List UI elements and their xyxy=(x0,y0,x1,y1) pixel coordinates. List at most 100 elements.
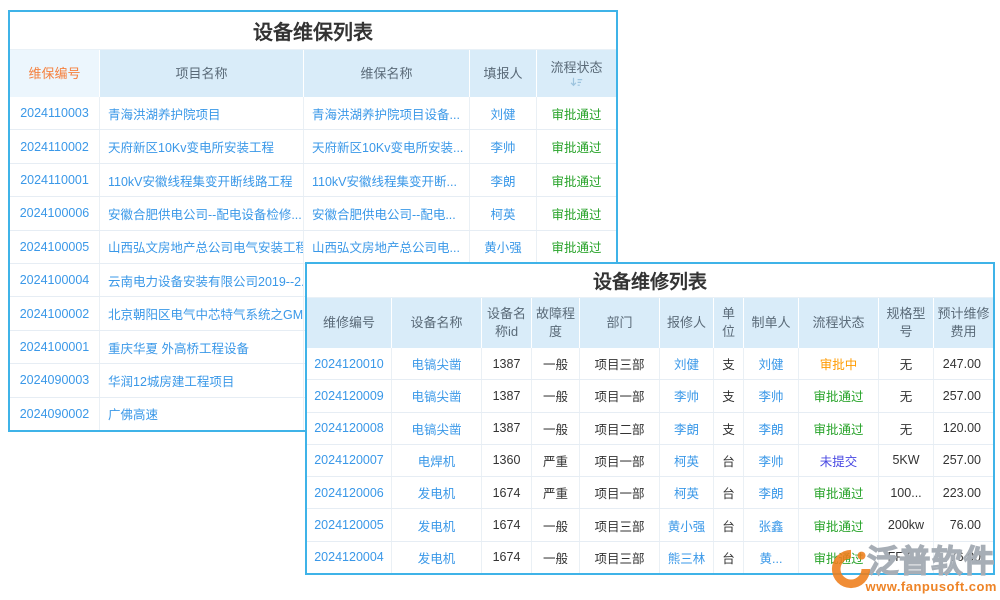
link-cell[interactable]: 发电机 xyxy=(392,509,482,541)
column-header-label: 部门 xyxy=(606,315,633,331)
link-cell[interactable]: 电镐尖凿 xyxy=(392,380,482,412)
link-cell[interactable]: 2024090002 xyxy=(10,397,100,431)
link-cell[interactable]: 电焊机 xyxy=(392,444,482,477)
cell: 一般 xyxy=(532,412,580,444)
table-row: 2024110002 天府新区10Kv变电所安装工程 天府新区10Kv变电所安装..… xyxy=(10,130,616,164)
status-cell: 审批通过 xyxy=(551,107,602,122)
link-cell[interactable]: 2024120004 xyxy=(307,541,392,573)
link-cell[interactable]: 李朗 xyxy=(744,477,799,509)
link-cell[interactable]: 2024110001 xyxy=(10,163,100,197)
cell: 1387 xyxy=(482,412,532,444)
column-header[interactable]: 流程状态 xyxy=(537,50,616,97)
link-cell[interactable]: 李朗 xyxy=(744,412,799,444)
link-cell[interactable]: 2024120005 xyxy=(307,509,392,541)
status-cell: 未提交 xyxy=(799,444,879,477)
link-cell[interactable]: 2024100005 xyxy=(10,230,100,264)
link-cell[interactable]: 2024100004 xyxy=(10,264,100,297)
cell: FF-2... xyxy=(879,541,934,573)
link-cell[interactable]: 2024120007 xyxy=(307,444,392,477)
link-cell[interactable]: 2024120006 xyxy=(307,477,392,509)
column-header-label: 维保编号 xyxy=(28,65,81,81)
cell: 台 xyxy=(714,541,744,573)
link-cell[interactable]: 青海洪湖养护院项目设备... xyxy=(304,97,470,130)
link-cell[interactable]: 重庆华夏 外高桥工程设备 xyxy=(100,330,304,364)
link-cell[interactable]: 天府新区10Kv变电所安装... xyxy=(304,130,470,163)
cell: 严重 xyxy=(532,477,580,509)
link-cell[interactable]: 山西弘文房地产总公司电... xyxy=(304,230,470,264)
cell: 一般 xyxy=(532,509,580,541)
link-cell[interactable]: 刘健 xyxy=(660,348,714,380)
link-cell[interactable]: 黄小强 xyxy=(470,230,537,264)
cell: 76.00 xyxy=(949,518,981,533)
link-cell[interactable]: 黄小强 xyxy=(660,509,714,541)
cell: 1360 xyxy=(482,444,532,477)
link-cell[interactable]: 2024120010 xyxy=(307,348,392,380)
link-cell[interactable]: 李朗 xyxy=(660,412,714,444)
link-cell[interactable]: 云南电力设备安装有限公司2019--2... xyxy=(100,264,304,297)
column-header-label: 设备名称id xyxy=(486,306,526,339)
link-cell[interactable]: 李朗 xyxy=(470,163,537,197)
column-header-label: 填报人 xyxy=(483,65,523,81)
status-cell: 审批中 xyxy=(799,348,879,380)
column-header: 报修人 xyxy=(660,298,714,348)
link-cell[interactable]: 110kV安徽线程集变开断... xyxy=(304,163,470,197)
link-cell[interactable]: 柯英 xyxy=(470,197,537,230)
cell: 台 xyxy=(714,477,744,509)
link-cell[interactable]: 李帅 xyxy=(470,130,537,163)
status-cell: 审批通过 xyxy=(799,412,879,444)
cell: 223.00 xyxy=(942,485,981,500)
watermark-brand: 泛普软件 xyxy=(867,544,996,580)
watermark: 泛普软件 www.fanpusoft.com xyxy=(830,544,997,594)
link-cell[interactable]: 华润12城房建工程项目 xyxy=(100,364,304,397)
column-header: 设备名称 xyxy=(392,298,482,348)
link-cell[interactable]: 发电机 xyxy=(392,541,482,573)
link-cell[interactable]: 2024100001 xyxy=(10,330,100,364)
status-cell: 审批通过 xyxy=(551,141,602,156)
cell: 120.00 xyxy=(942,421,981,436)
link-cell[interactable]: 李帅 xyxy=(744,380,799,412)
link-cell[interactable]: 发电机 xyxy=(392,477,482,509)
link-cell[interactable]: 电镐尖凿 xyxy=(392,348,482,380)
column-header-label: 流程状态 xyxy=(812,315,865,331)
status-cell: 审批通过 xyxy=(799,380,879,412)
cell: 支 xyxy=(714,348,744,380)
link-cell[interactable]: 2024120008 xyxy=(307,412,392,444)
link-cell[interactable]: 2024100006 xyxy=(10,197,100,230)
link-cell[interactable]: 天府新区10Kv变电所安装工程 xyxy=(100,130,304,163)
sort-icon[interactable] xyxy=(570,77,584,88)
table-row: 2024120004发电机1674一般项目三部熊三林台黄...审批通过FF-2.… xyxy=(307,541,993,573)
link-cell[interactable]: 刘健 xyxy=(470,97,537,130)
repair-table-body: 2024120010 电镐尖凿 1387 一般 项目三部 刘健支刘健 审批中无 247.00 2… xyxy=(307,348,993,573)
link-cell[interactable]: 张鑫 xyxy=(744,509,799,541)
link-cell[interactable]: 李帅 xyxy=(744,444,799,477)
maintenance-table-title: 设备维保列表 xyxy=(10,12,616,50)
link-cell[interactable]: 2024090003 xyxy=(10,364,100,397)
link-cell[interactable]: 2024120009 xyxy=(307,380,392,412)
link-cell[interactable]: 广佛高速 xyxy=(100,397,304,431)
link-cell[interactable]: 安徽合肥供电公司--配电设备检修... xyxy=(100,197,304,230)
link-cell[interactable]: 柯英 xyxy=(660,444,714,477)
link-cell[interactable]: 2024110002 xyxy=(10,130,100,163)
column-header-label: 故障程度 xyxy=(535,306,575,339)
column-header-label: 设备名称 xyxy=(410,315,463,331)
link-cell[interactable]: 柯英 xyxy=(660,477,714,509)
link-cell[interactable]: 2024110003 xyxy=(10,97,100,130)
link-cell[interactable]: 2024100002 xyxy=(10,297,100,330)
column-header-label: 项目名称 xyxy=(175,65,228,81)
cell: 76.00 xyxy=(949,550,981,565)
table-row: 2024110003 青海洪湖养护院项目 青海洪湖养护院项目设备... 刘健 审批通过 xyxy=(10,97,616,131)
link-cell[interactable]: 电镐尖凿 xyxy=(392,412,482,444)
link-cell[interactable]: 青海洪湖养护院项目 xyxy=(100,97,304,130)
link-cell[interactable]: 黄... xyxy=(744,541,799,573)
link-cell[interactable]: 110kV安徽线程集变开断线路工程 xyxy=(100,163,304,197)
column-header-label: 流程状态 xyxy=(550,59,603,75)
link-cell[interactable]: 刘健 xyxy=(744,348,799,380)
link-cell[interactable]: 安徽合肥供电公司--配电... xyxy=(304,197,470,230)
link-cell[interactable]: 山西弘文房地产总公司电气安装工程 xyxy=(100,230,304,264)
cell: 1674 xyxy=(482,477,532,509)
status-cell: 审批通过 xyxy=(551,241,602,256)
column-header: 规格型号 xyxy=(879,298,934,348)
link-cell[interactable]: 北京朝阳区电气中芯特气系统之GM... xyxy=(100,297,304,330)
link-cell[interactable]: 熊三林 xyxy=(660,541,714,573)
link-cell[interactable]: 李帅 xyxy=(660,380,714,412)
